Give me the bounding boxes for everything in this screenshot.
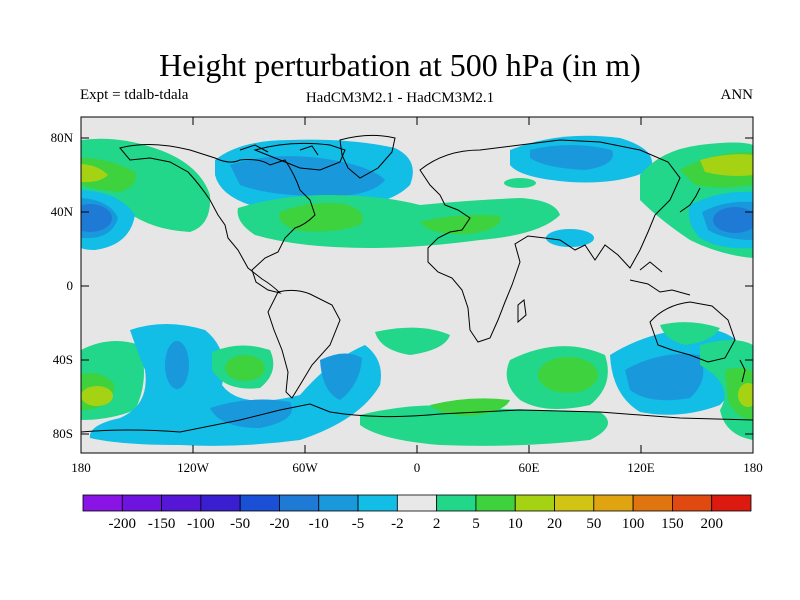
tick-marks	[81, 117, 753, 453]
anomaly-region	[420, 214, 501, 235]
anomaly-region	[320, 353, 362, 400]
colorbar-swatch	[200, 494, 241, 512]
colorbar-label: -150	[148, 516, 176, 532]
colorbar-labels: -200 -150 -100 -50 -20 -10 -5 -2 2 5 10 20 50 100 150 2…	[109, 516, 723, 532]
colorbar-label: -20	[269, 516, 289, 532]
colorbar-swatch	[672, 494, 713, 512]
colorbar-label: 10	[508, 516, 523, 532]
colorbar-label: 100	[622, 516, 645, 532]
coastline	[119, 143, 316, 294]
colorbar-swatch	[82, 494, 123, 512]
anomaly-region	[546, 229, 594, 247]
colorbar	[82, 494, 752, 512]
anomaly-region	[625, 354, 704, 401]
coastline	[81, 403, 753, 433]
colorbar-swatch	[632, 494, 673, 512]
colorbar-swatch	[514, 494, 555, 512]
lon-label: 0	[414, 460, 421, 475]
lat-label: 40N	[51, 204, 74, 219]
anomaly-region	[225, 355, 265, 381]
anomaly-region	[210, 399, 292, 428]
lat-label: 80N	[51, 130, 74, 145]
anomaly-region	[81, 138, 211, 232]
lon-label: 60E	[519, 460, 540, 475]
colorbar-swatch	[711, 494, 752, 512]
colorbar-swatch	[161, 494, 202, 512]
colorbar-label: -50	[230, 516, 250, 532]
anomaly-region	[81, 204, 112, 232]
coastline	[239, 144, 319, 156]
lon-label: 60W	[292, 460, 318, 475]
colorbar-label: -100	[187, 516, 215, 532]
colorbar-label: 2	[433, 516, 441, 532]
colorbar-label: 150	[661, 516, 684, 532]
lon-label: 120W	[177, 460, 210, 475]
colorbar-swatch	[279, 494, 320, 512]
coastline	[629, 261, 691, 296]
anomaly-region	[738, 383, 753, 407]
colorbar-label: -5	[352, 516, 365, 532]
colorbar-swatch	[396, 494, 438, 512]
lat-label: 80S	[53, 426, 73, 441]
colorbar-label: -2	[391, 516, 404, 532]
map-title: Height perturbation at 500 hPa (in m)	[159, 47, 641, 83]
model-label: HadCM3M2.1 - HadCM3M2.1	[305, 90, 495, 106]
anomaly-region	[660, 322, 720, 345]
colorbar-swatch	[475, 494, 516, 512]
coastline	[739, 359, 746, 383]
anomaly-region	[81, 158, 136, 192]
colorbar-swatch	[318, 494, 359, 512]
colorbar-label: 50	[586, 516, 601, 532]
anomaly-region	[375, 327, 450, 355]
season-label: ANN	[720, 87, 754, 103]
lat-label: 40S	[53, 352, 73, 367]
colorbar-swatch	[554, 494, 595, 512]
colorbar-label: -200	[109, 516, 137, 532]
anomaly-region	[81, 164, 108, 183]
experiment-label: Expt = tdalb-tdala	[80, 87, 189, 103]
colorbar-swatch	[239, 494, 280, 512]
coastline	[339, 134, 396, 179]
colorbar-swatch	[357, 494, 398, 512]
colorbar-label: 5	[472, 516, 480, 532]
anomaly-region	[279, 203, 363, 232]
anomaly-region	[530, 145, 613, 170]
coastline	[419, 139, 681, 343]
lon-label: 180	[743, 460, 763, 475]
lon-label: 120E	[627, 460, 655, 475]
anomaly-field	[81, 135, 753, 446]
lat-label: 0	[67, 278, 74, 293]
anomaly-region	[504, 178, 536, 188]
coastline	[517, 299, 527, 324]
anomaly-region	[713, 207, 753, 233]
colorbar-swatch	[121, 494, 162, 512]
coastline	[649, 301, 736, 363]
lon-label: 180	[71, 460, 91, 475]
anomaly-region	[81, 386, 113, 406]
anomaly-region	[700, 154, 753, 176]
coastline	[253, 142, 346, 171]
anomaly-region	[165, 341, 189, 389]
colorbar-label: -10	[309, 516, 329, 532]
colorbar-swatch	[436, 494, 477, 512]
colorbar-label: 20	[547, 516, 562, 532]
anomaly-region	[89, 324, 381, 446]
coastlines	[81, 134, 753, 433]
coastline	[679, 187, 701, 213]
colorbar-swatch	[593, 494, 634, 512]
anomaly-region	[230, 156, 385, 197]
colorbar-label: 200	[700, 516, 723, 532]
coastline	[267, 289, 341, 399]
anomaly-region	[538, 357, 598, 393]
